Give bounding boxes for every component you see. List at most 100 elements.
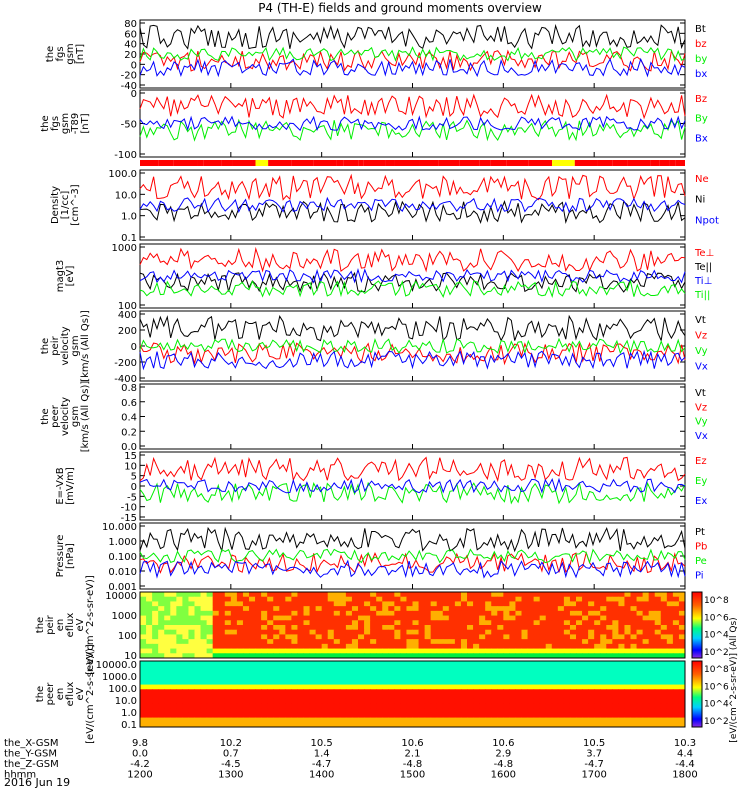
heatmap-cell	[521, 708, 529, 714]
heatmap-cell	[624, 712, 631, 719]
heatmap-cell	[273, 679, 280, 686]
heatmap-cell	[563, 615, 571, 621]
heatmap-cell	[327, 689, 335, 695]
mode-bar-segment	[232, 160, 256, 166]
heatmap-cell	[606, 610, 613, 617]
heatmap-cell	[473, 694, 480, 700]
heatmap-cell	[569, 679, 577, 686]
heatmap-cell	[485, 610, 492, 617]
heatmap-cell	[370, 629, 377, 635]
heatmap-cell	[672, 653, 680, 659]
x-tick-label: 1300	[218, 770, 243, 781]
heatmap-cell	[563, 620, 571, 626]
heatmap-cell	[606, 694, 613, 700]
heatmap-cell	[303, 596, 311, 602]
heatmap-cell	[612, 708, 619, 714]
heatmap-cell	[424, 684, 432, 690]
heatmap-cell	[436, 620, 444, 626]
heatmap-cell	[382, 643, 389, 650]
legend-label: Te⊥	[694, 248, 714, 259]
heatmap-cell	[394, 610, 401, 617]
legend-label: Vz	[695, 402, 707, 413]
heatmap-cell	[394, 592, 401, 598]
heatmap-cell	[582, 625, 589, 631]
heatmap-cell	[170, 684, 177, 690]
heatmap-cell	[327, 679, 335, 686]
heatmap-cell	[212, 639, 220, 645]
heatmap-cell	[230, 653, 238, 659]
heatmap-cell	[224, 698, 232, 704]
heatmap-cell	[224, 703, 232, 709]
heatmap-cell	[539, 722, 547, 728]
heatmap-cell	[576, 661, 583, 667]
heatmap-cell	[479, 610, 486, 617]
heatmap-cell	[497, 661, 504, 667]
series-line-1	[139, 456, 686, 483]
heatmap-cell	[358, 665, 365, 671]
heatmap-cell	[636, 592, 644, 598]
heatmap-cell	[382, 592, 389, 598]
heatmap-cell	[606, 653, 613, 659]
heatmap-cell	[503, 722, 510, 728]
heatmap-cell	[630, 615, 638, 621]
heatmap-cell	[430, 601, 438, 607]
heatmap-cell	[485, 684, 492, 690]
heatmap-cell	[267, 596, 274, 602]
heatmap-cell	[249, 606, 256, 612]
heatmap-cell	[479, 592, 486, 598]
heatmap-cell	[140, 689, 147, 695]
heatmap-cell	[182, 648, 189, 654]
heatmap-cell	[194, 625, 202, 631]
heatmap-cell	[351, 634, 359, 640]
heatmap-cell	[436, 712, 444, 719]
heatmap-cell	[672, 596, 680, 602]
heatmap-cell	[358, 675, 365, 681]
heatmap-cell	[582, 615, 589, 621]
heatmap-cell	[636, 648, 644, 654]
heatmap-cell	[164, 717, 171, 723]
heatmap-cell	[582, 675, 589, 681]
heatmap-cell	[339, 643, 347, 650]
heatmap-cell	[351, 675, 359, 681]
heatmap-cell	[249, 703, 256, 709]
heatmap-cell	[678, 634, 686, 640]
heatmap-cell	[146, 717, 153, 723]
heatmap-cell	[648, 629, 656, 635]
heatmap-cell	[255, 712, 262, 719]
heatmap-cell	[158, 639, 165, 645]
y-tick-label: 10	[124, 651, 137, 662]
heatmap-cell	[339, 634, 347, 640]
x-tick-label: 2.1	[405, 749, 421, 760]
heatmap-cell	[533, 629, 541, 635]
heatmap-cell	[569, 694, 577, 700]
heatmap-cell	[376, 698, 383, 704]
heatmap-cell	[164, 639, 171, 645]
heatmap-cell	[569, 610, 577, 617]
heatmap-cell	[236, 625, 244, 631]
heatmap-cell	[230, 665, 238, 671]
heatmap-cell	[345, 634, 353, 640]
heatmap-cell	[612, 592, 619, 598]
heatmap-cell	[636, 717, 644, 723]
heatmap-cell	[606, 708, 613, 714]
heatmap-cell	[460, 615, 468, 621]
heatmap-cell	[509, 717, 516, 723]
mode-bar-segment	[490, 160, 507, 166]
heatmap-cell	[351, 665, 359, 671]
heatmap-cell	[642, 717, 650, 723]
heatmap-cell	[291, 698, 298, 704]
y-tick-label: 0.100	[108, 552, 137, 563]
heatmap-cell	[588, 722, 595, 728]
heatmap-cell	[660, 625, 668, 631]
heatmap-cell	[430, 684, 438, 690]
legend-label: By	[695, 114, 708, 125]
heatmap-cell	[648, 661, 656, 667]
heatmap-cell	[509, 689, 516, 695]
heatmap-cell	[576, 610, 583, 617]
heatmap-cell	[400, 625, 407, 631]
y-tick-label: 200	[118, 326, 137, 337]
heatmap-cell	[267, 615, 274, 621]
heatmap-cell	[624, 694, 631, 700]
heatmap-cell	[388, 661, 395, 667]
heatmap-cell	[618, 722, 625, 728]
